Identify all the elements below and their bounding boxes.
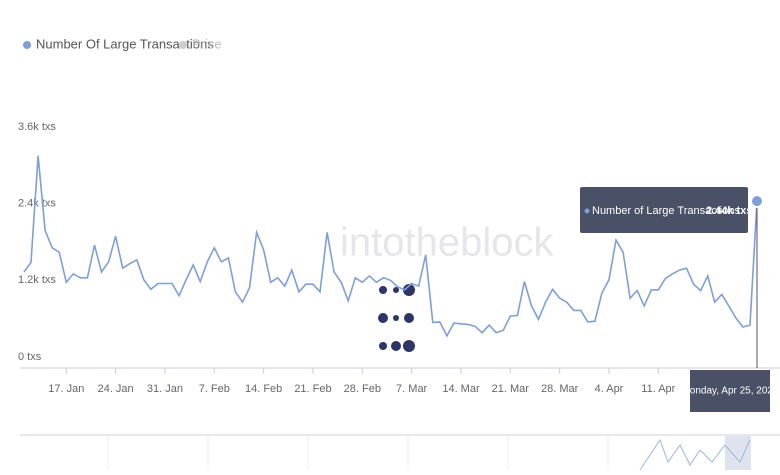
- x-tick-label: 24. Jan: [98, 383, 134, 395]
- x-tick-label: 17. Jan: [48, 383, 84, 395]
- hover-point: [750, 194, 764, 209]
- x-tick-label: 28. Feb: [344, 383, 381, 395]
- y-tick-label: 3.6k txs: [18, 121, 56, 133]
- legend-marker: [179, 41, 187, 49]
- date-box: [690, 370, 770, 412]
- loader-dot: [378, 313, 388, 323]
- legend-marker: [23, 41, 31, 49]
- loader-dot: [404, 313, 414, 323]
- tooltip-value: 2.44k txs: [706, 205, 752, 217]
- y-tick-label: 1.2k txs: [18, 274, 56, 286]
- tooltip-date: Monday, Apr 25, 2022: [681, 386, 779, 397]
- loader-dot: [379, 286, 387, 294]
- x-tick-label: 21. Feb: [294, 383, 331, 395]
- tooltip-box: [580, 187, 748, 233]
- x-tick-label: 14. Feb: [245, 383, 282, 395]
- x-tick-label: 21. Mar: [492, 383, 530, 395]
- loader-dot: [379, 342, 387, 350]
- loader-dot: [391, 341, 401, 351]
- x-tick-label: 7. Feb: [199, 383, 230, 395]
- x-tick-label: 14. Mar: [442, 383, 480, 395]
- loader-dot: [403, 284, 415, 296]
- watermark: intotheblock: [340, 221, 554, 265]
- series-line: [23, 155, 758, 338]
- loader-dot: [393, 287, 399, 293]
- navigator: [20, 434, 780, 471]
- navigator-line: [639, 438, 751, 471]
- y-tick-label: 0 txs: [18, 351, 42, 363]
- x-tick-label: 4. Apr: [595, 383, 624, 395]
- x-tick-label: 28. Mar: [541, 383, 579, 395]
- loader-dot: [393, 315, 399, 321]
- legend-label: Number Of Large Transactions: [36, 36, 214, 51]
- y-tick-label: 2.4k txs: [18, 198, 56, 210]
- loader: [378, 284, 415, 352]
- loader-dot: [403, 340, 415, 352]
- tooltip-marker: [584, 208, 590, 214]
- legend-label: Price: [192, 36, 222, 51]
- x-tick-label: 31. Jan: [147, 383, 183, 395]
- navigator-selection[interactable]: [725, 436, 751, 470]
- x-tick-label: 7. Mar: [396, 383, 428, 395]
- x-tick-label: 11. Apr: [641, 383, 675, 395]
- tooltip-label: Number of Large Transactions:: [592, 205, 743, 217]
